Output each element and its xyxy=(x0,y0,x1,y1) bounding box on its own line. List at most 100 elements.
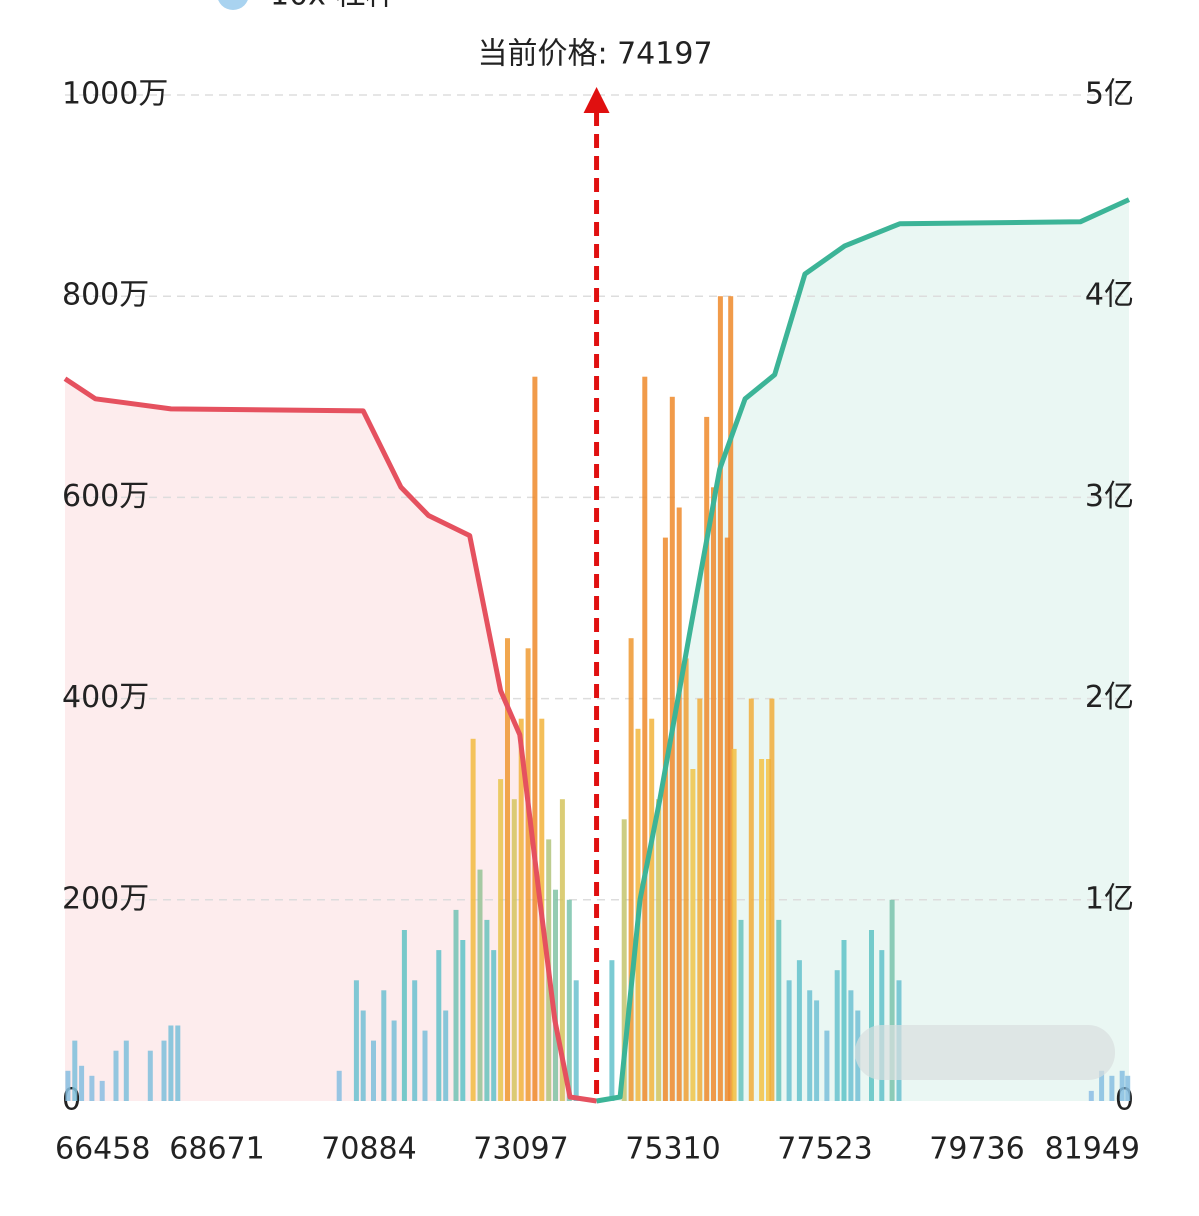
y-tick-label: 200万 xyxy=(62,881,149,916)
bar xyxy=(759,759,765,1101)
bar xyxy=(814,1000,820,1101)
bar xyxy=(360,1010,366,1101)
area-fill xyxy=(596,199,1129,1102)
bar xyxy=(436,950,442,1101)
bar xyxy=(669,396,675,1101)
bar xyxy=(662,537,668,1101)
bar xyxy=(443,1010,449,1101)
bar xyxy=(498,779,504,1101)
bar xyxy=(573,980,579,1101)
bar xyxy=(697,698,703,1101)
x-tick-label: 81949 xyxy=(1045,1132,1140,1167)
price-annotation: 当前价格: 74197 xyxy=(477,37,712,72)
bar xyxy=(676,507,682,1101)
bar xyxy=(776,919,782,1101)
y2-tick-label: 2亿 xyxy=(1085,680,1134,715)
bar xyxy=(525,648,531,1101)
bar xyxy=(401,930,407,1101)
bar xyxy=(371,1040,376,1101)
bar xyxy=(553,889,558,1101)
bar xyxy=(621,819,627,1101)
bar xyxy=(511,799,517,1101)
bar xyxy=(834,970,840,1101)
x-tick-label: 70884 xyxy=(321,1132,416,1167)
x-tick-label: 79736 xyxy=(929,1132,1024,1167)
bar xyxy=(72,1040,78,1101)
cumulative-line xyxy=(596,197,1131,1104)
bar xyxy=(559,799,565,1101)
bar xyxy=(889,899,895,1101)
bar xyxy=(724,537,730,1101)
legend-label: 10x 杠杆 xyxy=(270,0,395,13)
y2-tick-label: 1亿 xyxy=(1085,881,1134,916)
bar xyxy=(796,960,802,1101)
bar xyxy=(353,980,359,1101)
bar xyxy=(728,296,734,1101)
bar xyxy=(824,1030,830,1101)
bar xyxy=(453,909,459,1101)
bar xyxy=(79,1065,85,1101)
bar xyxy=(656,799,662,1101)
bar xyxy=(748,698,754,1101)
bar xyxy=(649,718,655,1101)
y-tick-label: 800万 xyxy=(62,278,149,313)
bar xyxy=(161,1040,167,1101)
y-tick-label: 600万 xyxy=(62,479,149,514)
y2-tick-label: 3亿 xyxy=(1085,479,1134,514)
bar xyxy=(869,930,874,1101)
y-tick-label: 0 xyxy=(62,1083,81,1118)
area-fill xyxy=(65,378,597,1101)
bar xyxy=(841,940,847,1101)
bar xyxy=(422,1030,428,1101)
bar xyxy=(391,1020,397,1101)
bar xyxy=(683,658,689,1101)
bar xyxy=(628,638,634,1101)
bar xyxy=(1099,1070,1105,1101)
bar xyxy=(505,638,510,1101)
x-tick-label: 77523 xyxy=(777,1132,872,1167)
bar xyxy=(99,1080,105,1101)
bar xyxy=(1125,1075,1131,1101)
y2-tick-label: 5亿 xyxy=(1085,77,1134,112)
y-tick-label: 1000万 xyxy=(62,77,168,112)
bar xyxy=(690,769,696,1101)
bar xyxy=(731,748,737,1101)
legend-swatch xyxy=(218,0,248,10)
bar xyxy=(766,759,771,1101)
bar xyxy=(491,950,497,1101)
bar xyxy=(336,1070,342,1101)
bar xyxy=(123,1040,129,1101)
x-tick-label: 68671 xyxy=(169,1132,264,1167)
bar xyxy=(609,960,615,1101)
current-price-arrow xyxy=(583,87,610,113)
bar xyxy=(477,869,483,1101)
bar xyxy=(642,376,648,1101)
bar xyxy=(518,718,524,1101)
bar xyxy=(175,1025,181,1101)
bar xyxy=(1109,1075,1115,1101)
bar xyxy=(460,940,466,1101)
watermark xyxy=(855,1025,1115,1080)
bar xyxy=(147,1050,153,1101)
bar xyxy=(65,1070,71,1101)
bar xyxy=(113,1050,119,1101)
x-tick-label: 75310 xyxy=(625,1132,720,1167)
bar xyxy=(168,1025,174,1101)
y-tick-label: 400万 xyxy=(62,680,149,715)
bar xyxy=(1088,1090,1094,1101)
bar xyxy=(786,980,792,1101)
bar xyxy=(769,698,775,1101)
y2-tick-label: 4亿 xyxy=(1085,278,1134,313)
bar xyxy=(807,990,813,1101)
bar xyxy=(1119,1070,1125,1101)
bar xyxy=(704,416,710,1101)
bar xyxy=(566,899,572,1101)
bar xyxy=(848,990,854,1101)
bar xyxy=(738,919,744,1101)
bar xyxy=(717,296,723,1101)
cumulative-line xyxy=(63,376,597,1104)
bar xyxy=(532,376,538,1101)
x-tick-label: 73097 xyxy=(473,1132,568,1167)
bar xyxy=(484,919,490,1101)
